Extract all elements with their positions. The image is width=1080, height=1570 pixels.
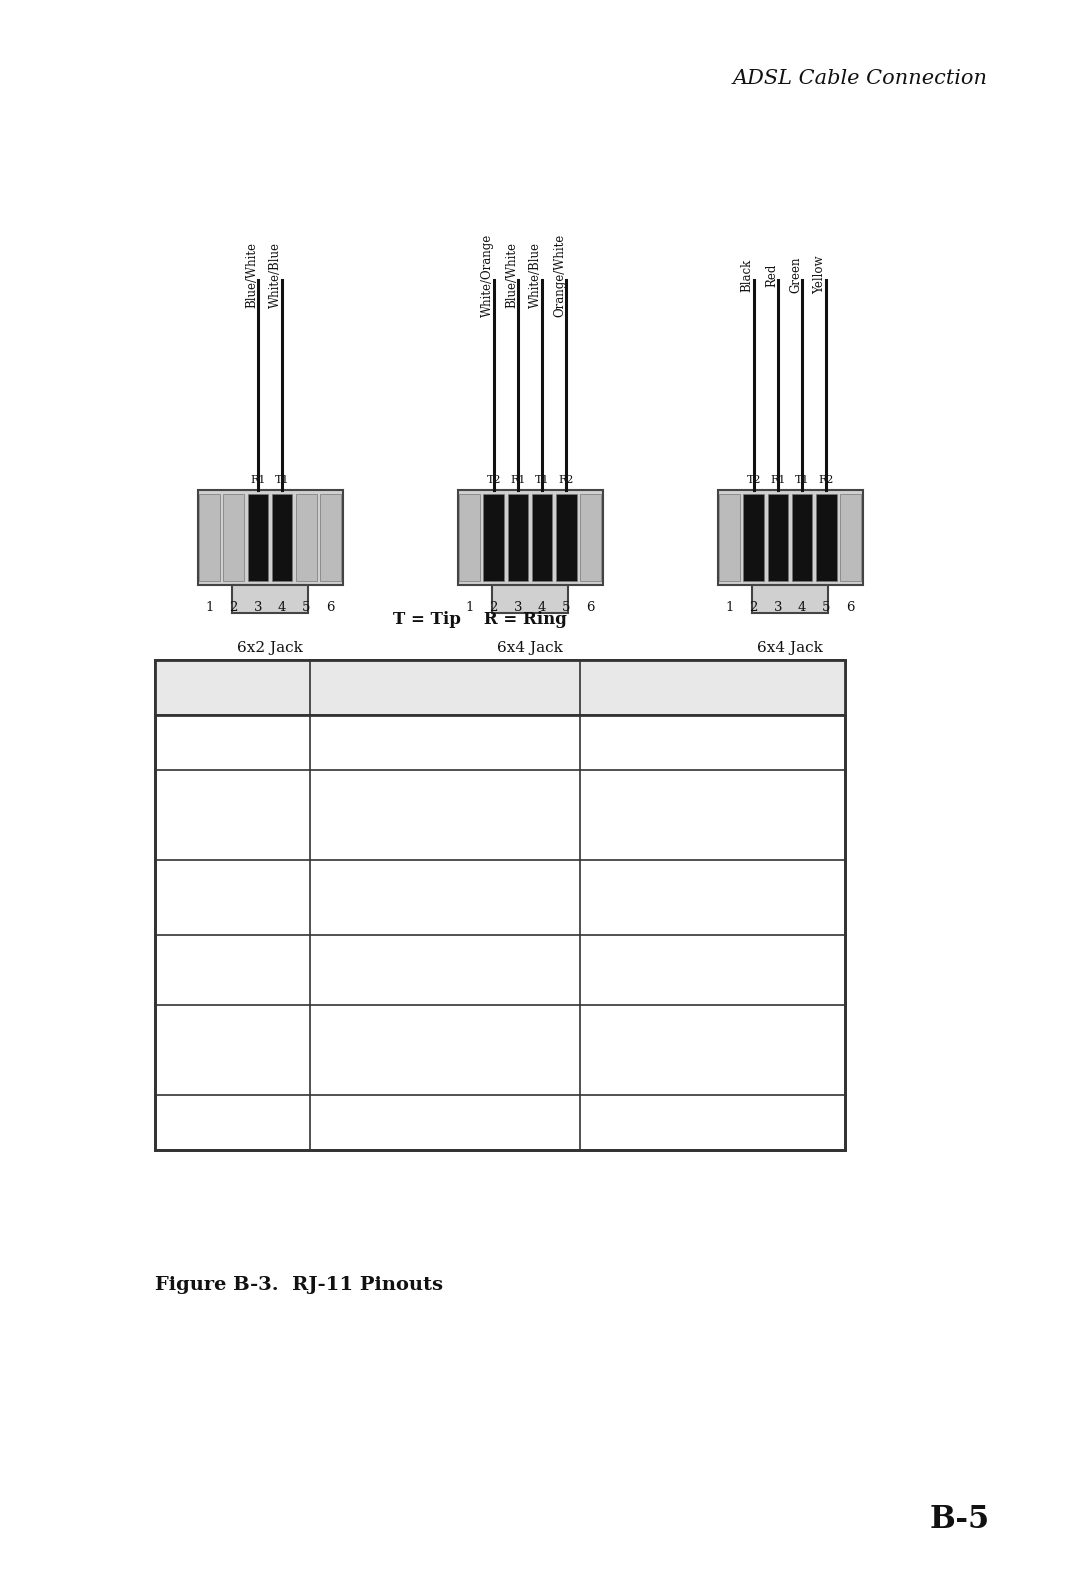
Text: Line 2 Ring: Line 2 Ring <box>396 1041 494 1058</box>
Bar <box>198 490 342 586</box>
Text: T = Tip    R = Ring: T = Tip R = Ring <box>393 611 567 628</box>
Bar <box>580 495 600 581</box>
Bar <box>156 659 845 714</box>
Text: 2: 2 <box>750 601 758 614</box>
Text: 5: 5 <box>302 601 310 614</box>
Text: 2: 2 <box>227 805 239 824</box>
Text: 6x4 Jack: 6x4 Jack <box>497 641 563 655</box>
Text: 5: 5 <box>822 601 831 614</box>
Text: 4: 4 <box>538 601 546 614</box>
Text: White/Blue: White/Blue <box>529 242 542 308</box>
Text: 3: 3 <box>514 601 522 614</box>
Bar <box>492 586 568 612</box>
Bar <box>484 495 504 581</box>
Bar <box>272 495 293 581</box>
Text: Signal Name: Signal Name <box>380 678 510 697</box>
Text: 1: 1 <box>726 601 733 614</box>
Text: White/Orange: White/Orange <box>481 234 494 317</box>
Text: 3: 3 <box>773 601 782 614</box>
Text: T1: T1 <box>535 476 550 485</box>
Bar <box>459 495 480 581</box>
Bar <box>156 659 845 1149</box>
Text: Not used: Not used <box>407 1115 483 1130</box>
Bar <box>743 495 765 581</box>
Text: Green or
White/Blue: Green or White/Blue <box>666 950 759 991</box>
Text: T1: T1 <box>795 476 809 485</box>
Text: Blue/White: Blue/White <box>505 242 518 308</box>
Bar <box>717 490 863 586</box>
Bar <box>320 495 341 581</box>
Bar <box>224 495 244 581</box>
Text: 4: 4 <box>227 961 239 980</box>
Bar <box>753 586 827 612</box>
Text: White/Blue: White/Blue <box>269 242 282 308</box>
Text: Yellow: Yellow <box>813 256 826 294</box>
Text: 1: 1 <box>465 601 474 614</box>
Text: T2: T2 <box>746 476 761 485</box>
Bar <box>768 495 788 581</box>
Text: 1: 1 <box>205 601 214 614</box>
Text: 1: 1 <box>227 733 239 752</box>
Text: 6: 6 <box>846 601 854 614</box>
Bar <box>719 495 740 581</box>
Bar <box>815 495 837 581</box>
Bar <box>156 659 845 1149</box>
Text: 6x4 Jack: 6x4 Jack <box>757 641 823 655</box>
Bar <box>458 490 603 586</box>
Text: 4: 4 <box>278 601 286 614</box>
Bar <box>247 495 268 581</box>
Text: 2: 2 <box>230 601 238 614</box>
Text: 5: 5 <box>562 601 570 614</box>
Text: 4: 4 <box>798 601 807 614</box>
Text: Yellow or
Orange/
White: Yellow or Orange/ White <box>674 1017 752 1082</box>
Text: 6: 6 <box>586 601 595 614</box>
Bar <box>508 495 528 581</box>
Text: Black: Black <box>741 259 754 292</box>
Text: R2: R2 <box>558 476 573 485</box>
Text: R2: R2 <box>819 476 834 485</box>
Text: B-5: B-5 <box>930 1504 990 1535</box>
Text: Figure B-3.  RJ-11 Pinouts: Figure B-3. RJ-11 Pinouts <box>156 1276 443 1294</box>
Text: T1: T1 <box>274 476 289 485</box>
Text: Blue/White: Blue/White <box>245 242 258 308</box>
Text: R1: R1 <box>251 476 266 485</box>
Bar <box>556 495 577 581</box>
Text: Line 2 Tip: Line 2 Tip <box>403 807 487 824</box>
Text: R1: R1 <box>770 476 785 485</box>
Text: Pin: Pin <box>216 678 249 697</box>
Text: ADSL Cable Connection: ADSL Cable Connection <box>732 69 987 88</box>
Bar <box>840 495 861 581</box>
Bar <box>199 495 220 581</box>
Text: 2: 2 <box>489 601 498 614</box>
Text: Red or Blue/
White: Red or Blue/ White <box>660 878 765 918</box>
Bar <box>531 495 553 581</box>
Text: Line 1 Tip: Line 1 Tip <box>403 961 487 978</box>
Text: 3: 3 <box>227 889 239 906</box>
Text: Not used: Not used <box>407 735 483 750</box>
Text: Wire Color: Wire Color <box>658 678 767 697</box>
Text: Red: Red <box>765 264 778 287</box>
Text: Black or
White/
Orange: Black or White/ Orange <box>677 783 747 846</box>
Text: 6: 6 <box>326 601 335 614</box>
Bar <box>296 495 316 581</box>
Text: Line 1 Ring: Line 1 Ring <box>396 889 494 906</box>
Text: Orange/White: Orange/White <box>553 234 566 317</box>
Bar <box>792 495 812 581</box>
Text: 5: 5 <box>227 1041 239 1060</box>
Text: T2: T2 <box>486 476 501 485</box>
Text: 6x2 Jack: 6x2 Jack <box>238 641 302 655</box>
Text: 6: 6 <box>227 1113 239 1132</box>
Bar <box>232 586 308 612</box>
Text: Green: Green <box>789 257 802 294</box>
Text: 3: 3 <box>254 601 262 614</box>
Text: R1: R1 <box>510 476 526 485</box>
